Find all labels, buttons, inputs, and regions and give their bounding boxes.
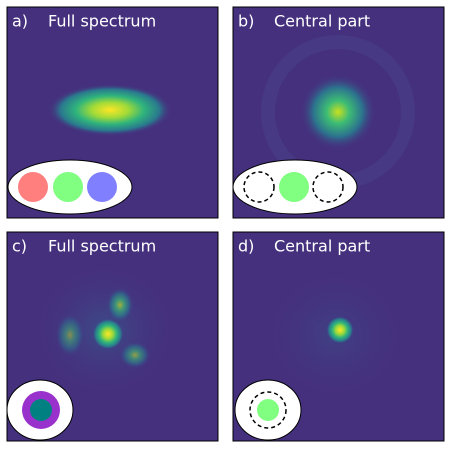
- panel-label: c): [12, 237, 27, 256]
- speckle: [106, 287, 134, 323]
- beam: [326, 316, 354, 344]
- green-mode: [279, 172, 309, 202]
- panel-b: b) Central part: [232, 6, 445, 219]
- speckle: [119, 341, 151, 369]
- panel-title: Full spectrum: [48, 237, 156, 256]
- panel-c: c) Full spectrum: [6, 231, 219, 442]
- panel-title: Full spectrum: [48, 12, 156, 31]
- blocked-mode: [243, 171, 275, 203]
- blocked-mode: [312, 171, 344, 203]
- panel-title: Central part: [274, 12, 370, 31]
- green-mode: [53, 172, 83, 202]
- panel-label: a): [12, 12, 28, 31]
- inner-mode: [30, 399, 52, 421]
- panel-d: d) Central part: [232, 231, 445, 442]
- panel-a: a) Full spectrum: [6, 6, 219, 219]
- panel-label: d): [238, 237, 254, 256]
- speckle: [55, 313, 85, 357]
- blue-mode: [87, 172, 117, 202]
- blocked-mode: [249, 391, 287, 429]
- beam: [92, 318, 124, 350]
- red-mode: [18, 172, 48, 202]
- beam: [300, 74, 376, 150]
- panel-title: Central part: [274, 237, 370, 256]
- panel-label: b): [238, 12, 254, 31]
- green-mode: [257, 399, 279, 421]
- beam: [48, 84, 172, 136]
